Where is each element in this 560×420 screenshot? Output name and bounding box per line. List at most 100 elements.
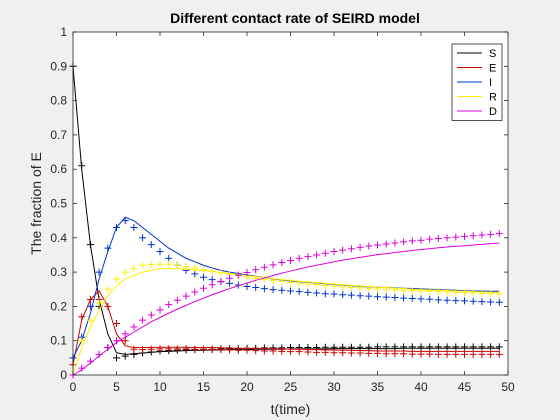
marker-r: [330, 282, 338, 290]
marker-r: [452, 288, 460, 296]
marker-e: [408, 350, 416, 358]
marker-d: [226, 274, 234, 282]
marker-i: [391, 293, 399, 301]
marker-e: [226, 346, 234, 354]
x-tick-label: 25: [284, 380, 298, 394]
marker-e: [113, 320, 120, 328]
marker-i: [347, 291, 355, 299]
marker-r: [321, 281, 329, 289]
marker-i: [487, 298, 495, 306]
x-axis-label: t(time): [271, 401, 311, 417]
chart-title: Different contact rate of SEIRD model: [170, 10, 420, 26]
marker-s: [452, 343, 460, 351]
marker-e: [495, 350, 503, 358]
marker-i: [426, 295, 434, 303]
marker-i: [156, 248, 164, 256]
marker-e: [147, 345, 155, 353]
marker-i: [278, 286, 286, 294]
marker-e: [452, 350, 460, 358]
marker-e: [487, 350, 495, 358]
legend-label: D: [489, 106, 497, 118]
marker-r: [347, 284, 355, 292]
marker-e: [356, 349, 364, 357]
marker-r: [365, 285, 373, 293]
marker-d: [113, 337, 120, 345]
marker-i: [400, 294, 408, 302]
marker-d: [330, 248, 338, 256]
marker-r: [269, 276, 277, 284]
marker-r: [382, 286, 390, 294]
plot-area: [73, 32, 508, 375]
marker-d: [391, 239, 399, 247]
marker-e: [434, 350, 442, 358]
marker-s: [417, 343, 425, 351]
marker-e: [461, 350, 468, 358]
marker-d: [252, 266, 260, 274]
legend-label: I: [489, 77, 492, 89]
series-line-r: [72, 268, 500, 376]
marker-d: [426, 235, 434, 243]
marker-d: [208, 281, 216, 289]
legend: SEIRD: [451, 43, 503, 121]
marker-i: [313, 289, 321, 297]
marker-r: [200, 266, 207, 274]
marker-r: [408, 287, 416, 295]
x-tick-label: 45: [458, 380, 472, 394]
legend-label: R: [489, 92, 497, 104]
marker-d: [321, 249, 329, 257]
marker-s: [365, 343, 373, 351]
x-tick-label: 50: [501, 380, 515, 394]
x-tick-label: 0: [70, 380, 77, 394]
marker-d: [121, 330, 129, 338]
marker-e: [182, 345, 190, 353]
x-tick-label: 20: [240, 380, 254, 394]
marker-d: [86, 357, 94, 365]
marker-e: [104, 302, 112, 310]
marker-r: [304, 280, 312, 288]
marker-s: [86, 241, 94, 249]
marker-e: [278, 347, 286, 355]
y-tick-label: 0.3: [50, 265, 67, 279]
y-tick-label: 0.2: [50, 299, 67, 313]
y-tick-label: 0.6: [50, 162, 67, 176]
marker-r: [104, 285, 112, 293]
marker-i: [295, 288, 303, 296]
marker-d: [495, 230, 503, 238]
marker-e: [78, 313, 86, 321]
marker-i: [147, 241, 155, 249]
marker-r: [165, 260, 173, 268]
marker-d: [304, 253, 312, 261]
marker-r: [78, 337, 86, 345]
marker-i: [269, 286, 277, 294]
series-markers-r: [69, 260, 503, 379]
marker-e: [156, 345, 164, 353]
marker-r: [139, 261, 147, 269]
marker-e: [252, 347, 260, 355]
series-line-d: [72, 242, 500, 376]
marker-d: [260, 263, 268, 271]
y-tick-label: 0: [60, 368, 67, 382]
marker-s: [426, 343, 434, 351]
marker-i: [200, 273, 207, 281]
y-tick-label: 0.7: [50, 128, 67, 142]
marker-d: [156, 306, 164, 314]
marker-r: [391, 286, 399, 294]
marker-s: [478, 343, 486, 351]
marker-d: [147, 311, 155, 319]
marker-d: [469, 232, 477, 240]
x-tick-label: 5: [113, 380, 120, 394]
marker-i: [382, 293, 390, 301]
marker-r: [295, 279, 303, 287]
marker-r: [173, 261, 181, 269]
marker-r: [461, 289, 468, 297]
marker-r: [443, 288, 451, 296]
marker-d: [382, 240, 390, 248]
marker-r: [260, 275, 268, 283]
marker-r: [434, 288, 442, 296]
marker-i: [443, 296, 451, 304]
marker-i: [113, 224, 120, 232]
marker-e: [260, 347, 268, 355]
marker-e: [426, 350, 434, 358]
marker-e: [400, 350, 408, 358]
